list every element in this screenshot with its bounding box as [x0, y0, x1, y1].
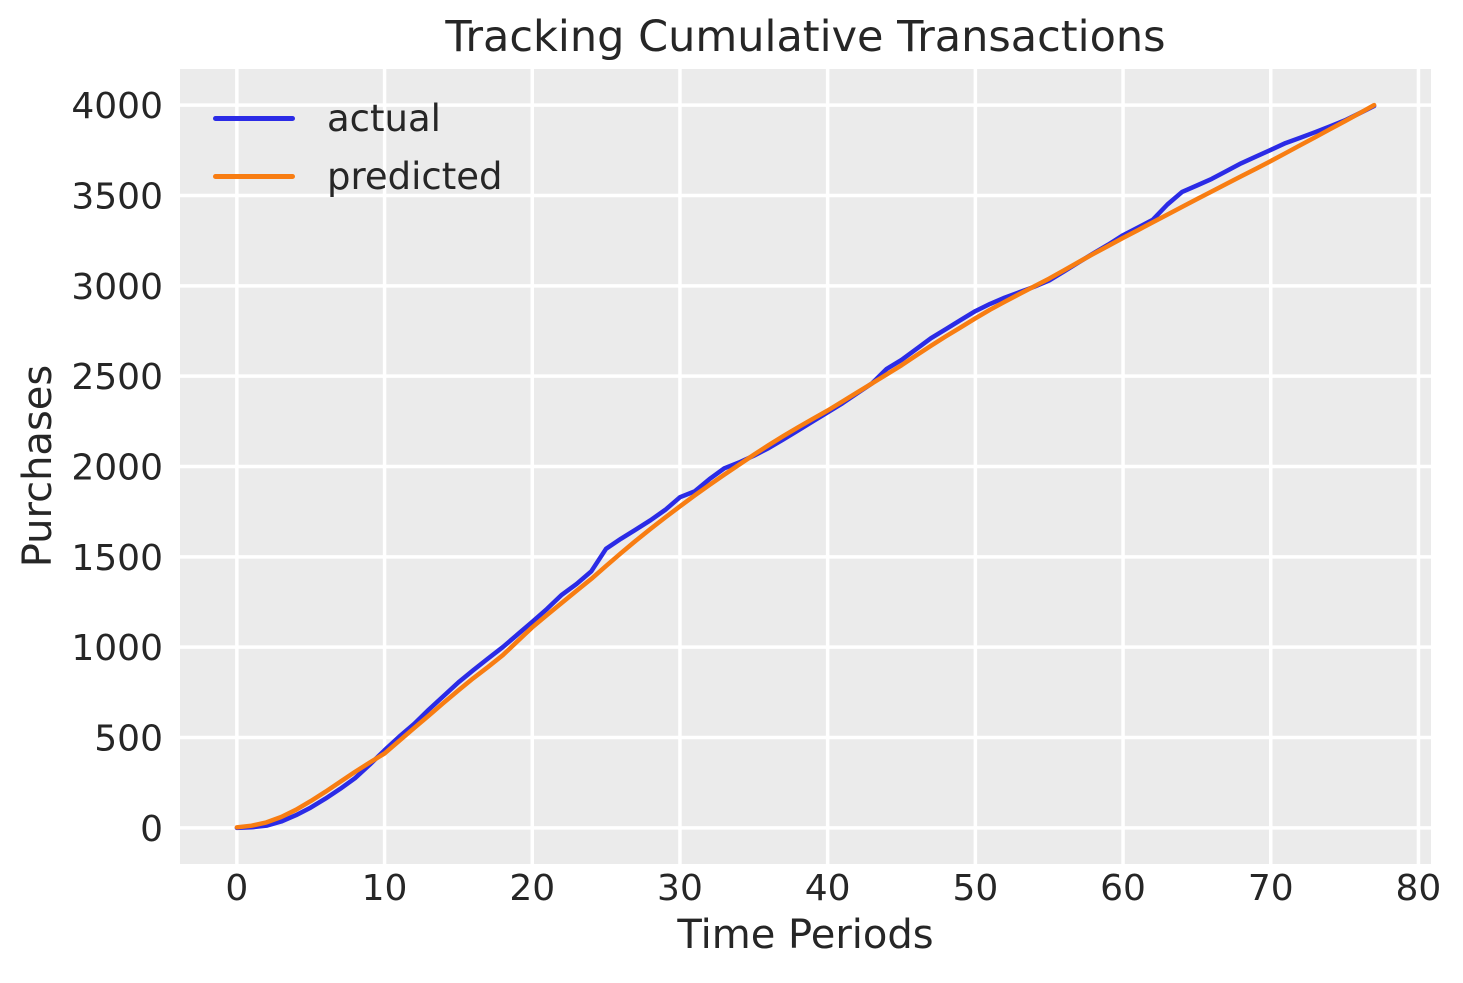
x-tick-label: 20 — [509, 868, 555, 909]
y-tick-label: 3500 — [71, 176, 163, 217]
y-tick-label: 1000 — [71, 628, 163, 669]
legend-line-actual-swatch — [213, 116, 295, 121]
legend: actual predicted — [213, 94, 503, 201]
x-tick-label: 30 — [657, 868, 703, 909]
legend-entry-predicted: predicted — [213, 152, 503, 201]
y-tick-label: 0 — [140, 809, 163, 850]
y-axis-label: Purchases — [15, 364, 61, 568]
legend-line-predicted-swatch — [213, 174, 295, 179]
legend-label-actual: actual — [327, 97, 441, 140]
series-line-predicted — [234, 102, 1377, 830]
legend-label-predicted: predicted — [327, 155, 503, 198]
x-tick-label: 50 — [952, 868, 998, 909]
series-line-actual — [234, 103, 1377, 831]
x-tick-label: 60 — [1100, 868, 1146, 909]
y-tick-label: 3000 — [71, 267, 163, 308]
x-tick-label: 10 — [362, 868, 408, 909]
y-tick-label: 1500 — [71, 538, 163, 579]
y-tick-label: 500 — [94, 719, 163, 760]
legend-entry-actual: actual — [213, 94, 503, 143]
y-tick-label: 4000 — [71, 86, 163, 127]
x-axis-label: Time Periods — [677, 912, 934, 958]
x-tick-label: 80 — [1396, 868, 1442, 909]
x-tick-label: 70 — [1248, 868, 1294, 909]
y-tick-label: 2500 — [71, 357, 163, 398]
chart-title: Tracking Cumulative Transactions — [445, 12, 1166, 62]
x-tick-label: 40 — [805, 868, 851, 909]
x-tick-label: 0 — [225, 868, 248, 909]
y-tick-label: 2000 — [71, 448, 163, 489]
